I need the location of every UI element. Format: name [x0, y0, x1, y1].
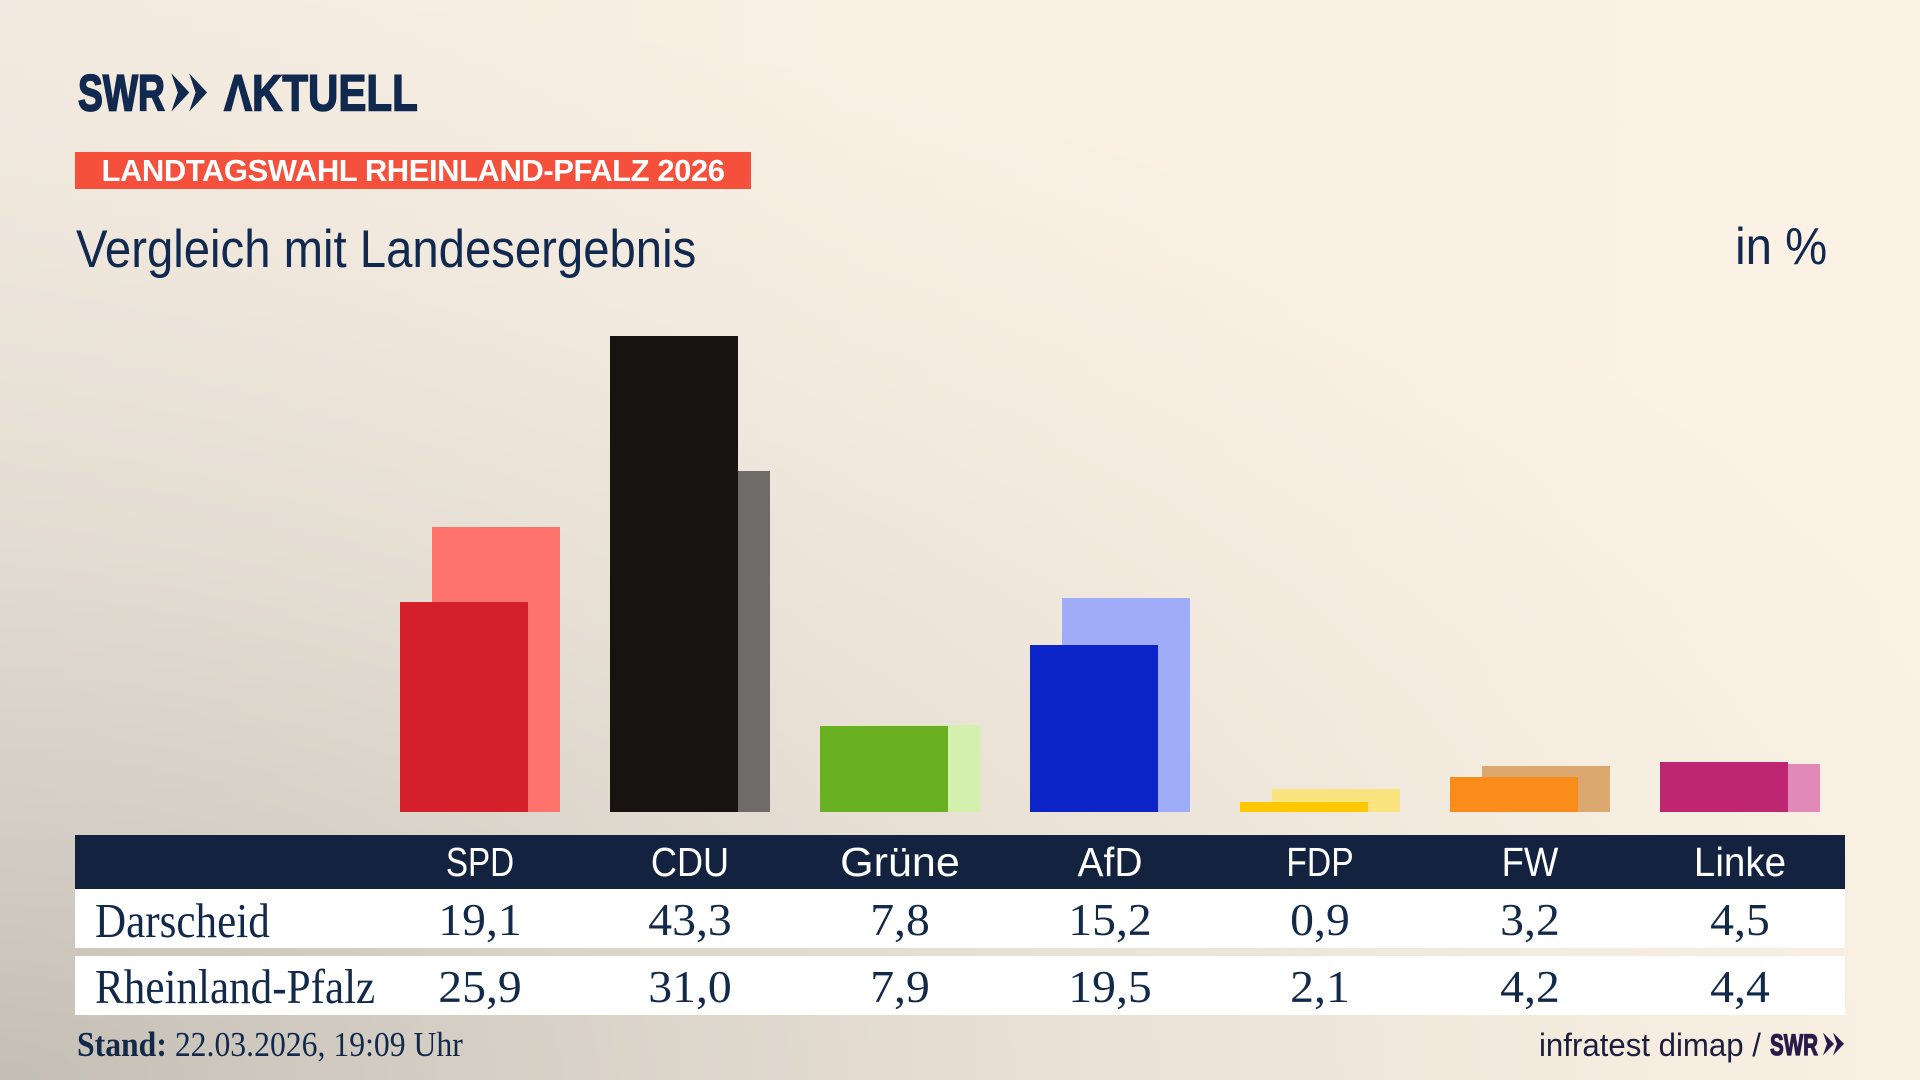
svg-text:ΛKTUELL: ΛKTUELL	[224, 70, 418, 114]
svg-text:SWR: SWR	[78, 70, 165, 114]
svg-text:SWR: SWR	[1770, 1030, 1818, 1060]
